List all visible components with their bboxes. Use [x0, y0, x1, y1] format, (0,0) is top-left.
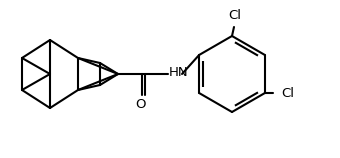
Text: HN: HN — [169, 66, 189, 79]
Text: Cl: Cl — [281, 86, 294, 100]
Text: O: O — [136, 97, 146, 110]
Text: Cl: Cl — [228, 9, 241, 22]
